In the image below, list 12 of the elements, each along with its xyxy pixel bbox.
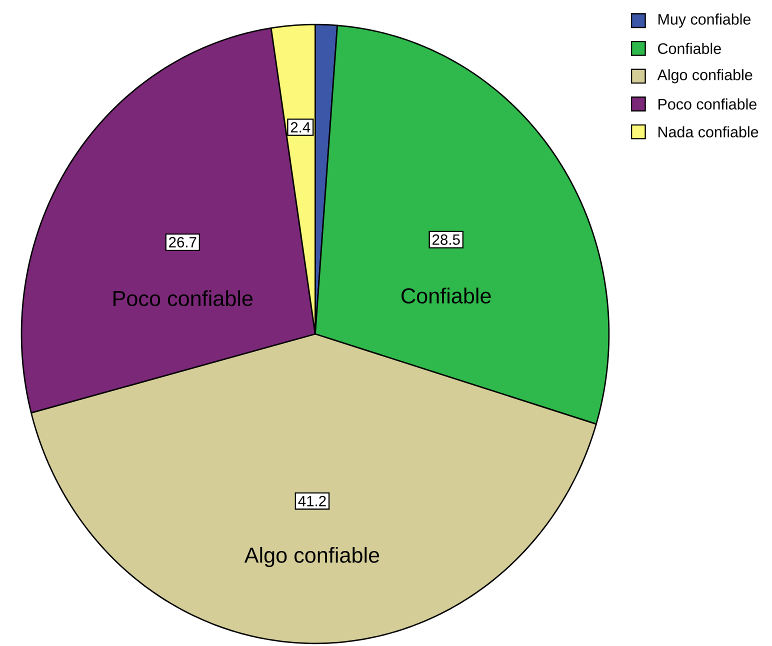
data-label: 2.4: [290, 122, 310, 132]
data-label: 28.5: [432, 234, 460, 245]
legend-label: Muy confiable: [658, 13, 751, 28]
data-label: 26.7: [169, 236, 196, 248]
legend-label: Poco confiable: [658, 98, 756, 110]
data-label: 41.2: [298, 496, 326, 506]
text: Poco confiable: [114, 290, 253, 306]
legend-label: Algo confiable: [657, 68, 752, 84]
text: Confiable: [402, 288, 491, 304]
legend-label: Nada confiable: [658, 126, 758, 138]
legend-label: Confiable: [658, 42, 721, 54]
text: Algo confiable: [244, 546, 380, 567]
